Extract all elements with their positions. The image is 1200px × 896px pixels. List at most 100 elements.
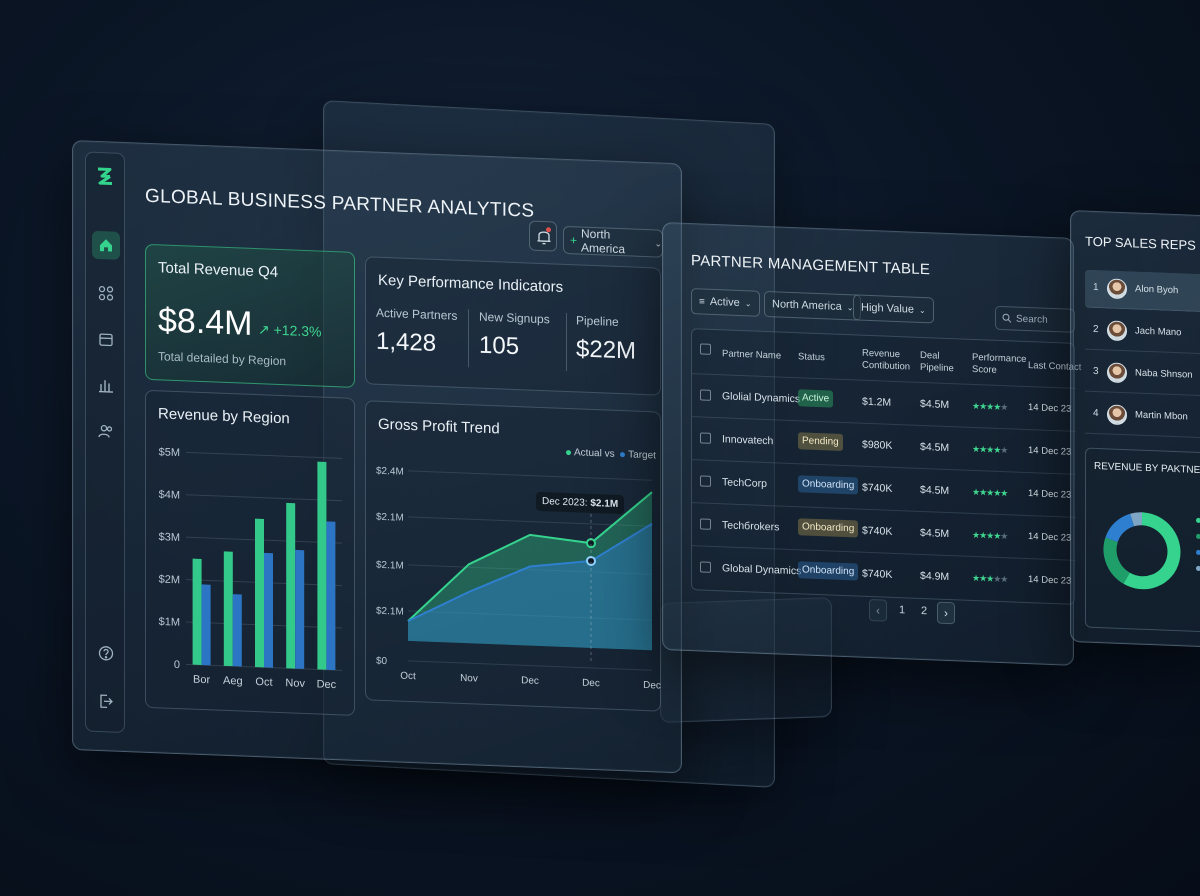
bar[interactable] (255, 518, 264, 668)
notifications-button[interactable] (529, 220, 557, 252)
kpi-value: 1,428 (376, 327, 437, 357)
next-page-button[interactable]: › (937, 601, 955, 625)
filter-icon: ≡ (699, 295, 705, 308)
revenue-by-region-chart: 0 $1M $2M $3M $4M $5M Bor Aeg Oct Nov Dec (159, 446, 342, 691)
plus-icon: + (570, 233, 578, 248)
home-icon[interactable] (92, 230, 120, 260)
prev-page-button[interactable]: ‹ (869, 598, 887, 622)
total-revenue-card: Total Revenue Q4 $8.4M ↗ +12.3% Total de… (145, 243, 355, 388)
sidebar (85, 151, 125, 734)
legend-item: I (1196, 563, 1200, 573)
app-logo-icon (96, 165, 114, 194)
series-line (407, 491, 653, 622)
region-dropdown[interactable]: + North America ⌄ (563, 225, 663, 258)
x-tick-label: Bor (193, 674, 210, 687)
bar[interactable] (223, 551, 233, 667)
partner-type-legend: ACSI (1086, 449, 1200, 572)
bar-chart-icon[interactable] (92, 371, 120, 400)
deal-pipeline: $4.5M (920, 526, 950, 541)
donut-slice[interactable] (1103, 537, 1131, 584)
legend-dot (1196, 565, 1200, 572)
donut-slice[interactable] (1130, 512, 1143, 527)
revenue-card-title: Total Revenue Q4 (158, 259, 279, 281)
row-checkbox[interactable] (700, 475, 711, 487)
last-contact: 14 Dec 23 (1028, 402, 1072, 415)
status-badge: Onboarding (798, 561, 859, 581)
legend-dot (1196, 533, 1200, 540)
column-header[interactable]: Status (798, 351, 825, 364)
region-filter[interactable]: North America ⌄ (764, 290, 862, 321)
value-filter[interactable]: High Value ⌄ (853, 294, 934, 324)
column-header[interactable]: Deal Pipeline (920, 349, 954, 375)
x-tick-label: Dec (582, 678, 600, 690)
column-header[interactable]: Revenue Contibution (862, 347, 911, 373)
search-placeholder: Search (1016, 313, 1048, 326)
help-icon[interactable] (92, 639, 120, 668)
logout-icon[interactable] (92, 687, 120, 716)
partner-name[interactable]: TechCorp (722, 476, 767, 491)
kpi-divider (566, 312, 567, 372)
performance-score-stars: ★★★★★ (972, 529, 1008, 542)
grid-icon[interactable] (92, 279, 120, 308)
grid-line (408, 564, 652, 575)
page-title: GLOBAL BUSINESS PARTNER ANALYTICS (145, 185, 535, 222)
row-checkbox[interactable] (700, 389, 711, 401)
status-filter[interactable]: ≡ Active ⌄ (691, 288, 760, 317)
avatar (1107, 404, 1127, 426)
users-icon[interactable] (92, 417, 120, 446)
partner-name[interactable]: Glolial Dynamics (722, 390, 801, 406)
bar[interactable] (317, 461, 327, 670)
revenue-contribution: $740K (862, 524, 893, 538)
kpi-pipeline: Pipeline $22M (576, 313, 636, 365)
data-point[interactable] (586, 555, 596, 566)
page-1[interactable]: 1 (899, 604, 906, 617)
legend-item: C (1196, 531, 1200, 542)
last-contact: 14 Dec 23 (1028, 574, 1072, 587)
page-2[interactable]: 2 (921, 604, 928, 618)
donut-slice[interactable] (1123, 512, 1181, 590)
rep-rank: 2 (1093, 323, 1099, 336)
bar[interactable] (201, 584, 211, 666)
data-point[interactable] (586, 538, 596, 549)
search-input[interactable]: Search (995, 305, 1075, 333)
select-all-checkbox[interactable] (700, 343, 711, 355)
partner-name[interactable]: Global Dynamics (722, 562, 802, 578)
grid-line (186, 451, 342, 459)
revenue-by-region-card: Revenue by Region 0 $1M $2M $3M $4M $5M Bor Aeg… (145, 389, 355, 716)
y-tick-label: $1M (159, 616, 180, 629)
row-checkbox[interactable] (700, 432, 711, 444)
bar[interactable] (264, 552, 273, 668)
row-checkbox[interactable] (700, 561, 711, 573)
last-contact: 14 Dec 23 (1028, 445, 1072, 458)
revenue-by-partner-type-chart (1103, 512, 1181, 590)
row-checkbox[interactable] (700, 518, 711, 530)
bar[interactable] (326, 521, 336, 671)
rep-name: Jach Mano (1135, 325, 1182, 339)
kpi-label: Active Partners (376, 305, 458, 323)
bar[interactable] (192, 558, 202, 665)
partner-name[interactable]: Innovatech (722, 433, 774, 448)
chart-tooltip: Dec 2023: $2.1M (536, 491, 625, 515)
performance-score-stars: ★★★★★ (972, 400, 1008, 413)
bar[interactable] (232, 594, 242, 667)
bar[interactable] (286, 502, 296, 669)
partner-name[interactable]: Techбrokers (722, 519, 780, 534)
calendar-icon[interactable] (92, 325, 120, 354)
column-header[interactable]: Performance Score (972, 351, 1027, 376)
donut-slice[interactable] (1105, 513, 1135, 543)
column-header[interactable]: Partner Name (722, 348, 782, 362)
grid-line (408, 516, 652, 527)
tooltip-label: Dec 2023: (542, 496, 588, 509)
grid-line (408, 610, 652, 621)
bar[interactable] (295, 549, 305, 669)
partner-type-chart-title: REVENUE BY PAKTNER TYPE (1094, 460, 1200, 477)
region-filter-value: North America (772, 298, 842, 313)
gross-profit-trend-chart: $0 $2.1M $2.1M $2.1M $2.4M Oct Nov Dec Dec Dec (376, 466, 661, 692)
grid-line (186, 494, 342, 502)
y-tick-label: $2.4M (376, 466, 404, 478)
